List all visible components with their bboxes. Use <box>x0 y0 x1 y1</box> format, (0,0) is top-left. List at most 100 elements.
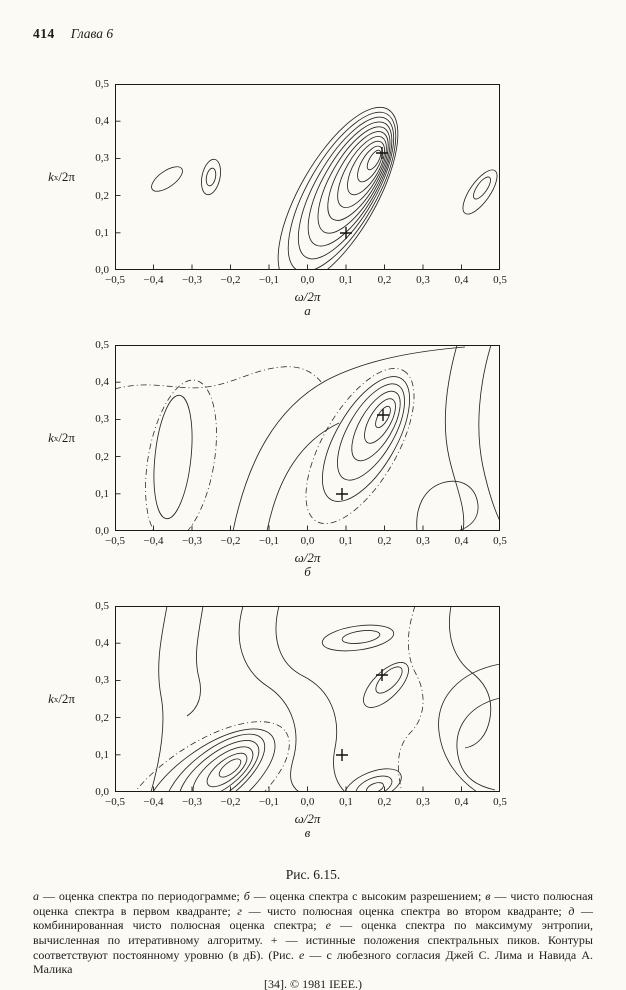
caption-segment: — чисто полюсная оценка спектра в первом… <box>33 889 593 918</box>
figure-caption-last-line: [34]. © 1981 IEEE.) <box>263 976 363 990</box>
contour-lines-bottom-left-lobe <box>142 728 276 792</box>
page-number: 414 <box>33 26 55 41</box>
plot-frame-and-ticks <box>115 345 500 531</box>
figure-caption-title: Рис. 6.15. <box>285 867 341 882</box>
y-tick-labels: 0,5 0,4 0,3 0,2 0,1 0,0 <box>79 78 115 276</box>
y-tick-labels: 0,5 0,4 0,3 0,2 0,1 0,0 <box>79 339 115 537</box>
x-tick-label: 0,0 <box>300 274 315 286</box>
y-axis-label: k x/2π <box>33 606 79 792</box>
y-tick-label: 0,0 <box>95 525 109 537</box>
caption-letter-d: д <box>568 903 575 918</box>
figure-caption-text: а — оценка спектра по периодограмме; б —… <box>33 889 593 977</box>
plot-frame-and-ticks <box>115 606 500 792</box>
y-axis-label-subscript: x <box>53 172 59 182</box>
y-axis-label-rest: /2π <box>58 169 75 184</box>
contour-svg-a <box>115 84 500 270</box>
x-tick-label: −0,1 <box>259 274 279 286</box>
x-tick-label: 0,1 <box>339 796 353 808</box>
caption-letter-e2: е <box>298 947 305 962</box>
peak-marker-low <box>340 227 352 239</box>
x-tick-label: 0,5 <box>493 274 507 286</box>
y-tick-label: 0,1 <box>95 749 109 761</box>
contour-lines-ridge <box>321 376 411 502</box>
y-axis-label-rest: /2π <box>58 430 75 445</box>
y-axis-label: k x/2π <box>33 345 79 531</box>
contour-top-wave-dashed <box>115 366 323 390</box>
x-axis-label: ω/2π <box>294 289 321 304</box>
true-peak-markers <box>336 409 389 500</box>
contour-lines-peak-rings <box>363 662 409 708</box>
x-tick-label: −0,3 <box>182 535 202 547</box>
peak-marker-low <box>336 488 348 500</box>
y-axis-label-subscript: x <box>53 694 59 704</box>
peak-marker-high <box>376 147 388 159</box>
y-tick-labels: 0,5 0,4 0,3 0,2 0,1 0,0 <box>79 600 115 798</box>
y-tick-label: 0,3 <box>95 413 109 425</box>
caption-segment: — оценка спектра по периодограмме; <box>39 889 244 903</box>
y-tick-label: 0,1 <box>95 488 109 500</box>
x-tick-label: 0,3 <box>416 274 430 286</box>
y-axis-label-k: k <box>48 169 54 184</box>
caption-segment: — с любезного согласия Джей С. Лима и На… <box>33 947 593 977</box>
caption-segment: — оценка спектра с высоким разрешением; <box>249 889 486 903</box>
x-tick-label: −0,5 <box>105 274 125 286</box>
page-header: 414 Глава 6 <box>33 26 593 42</box>
x-tick-label: −0,2 <box>220 535 241 547</box>
peak-marker-high <box>376 669 388 681</box>
contour-lines-main-lobe <box>277 106 399 270</box>
x-tick-label: −0,3 <box>182 274 202 286</box>
x-tick-label: 0,5 <box>493 535 507 547</box>
y-axis-label: k x/2π <box>33 84 79 270</box>
x-tick-label: −0,1 <box>259 796 279 808</box>
y-tick-label: 0,2 <box>95 712 109 724</box>
x-tick-label: 0,5 <box>493 796 507 808</box>
x-tick-labels: −0,5 −0,4 −0,3 −0,2 −0,1 0,0 0,1 0,2 0,3 0,4 0,5 <box>105 273 507 287</box>
y-tick-label: 0,1 <box>95 227 109 239</box>
y-tick-label: 0,2 <box>95 451 109 463</box>
y-tick-label: 0,0 <box>95 264 109 276</box>
contour-svg-c <box>115 606 500 792</box>
contour-lines-side-lobes <box>151 158 498 215</box>
y-tick-label: 0,3 <box>95 152 109 164</box>
plot-area-c <box>115 606 500 792</box>
x-axis-label: ω/2π <box>294 550 321 565</box>
x-tick-label: 0,0 <box>300 535 315 547</box>
y-tick-label: 0,5 <box>95 600 109 612</box>
y-tick-label: 0,4 <box>95 637 109 649</box>
y-tick-label: 0,5 <box>95 78 109 90</box>
y-axis-label-rest: /2π <box>58 691 75 706</box>
x-tick-label: −0,2 <box>220 796 241 808</box>
subplot-letter-a: а <box>304 303 311 318</box>
caption-segment: — комбинированная чисто полюсная оценка … <box>33 903 593 933</box>
contour-bottom-left-outer-dashed <box>116 721 290 792</box>
true-peak-markers <box>340 147 388 239</box>
plot-row-a: k x/2π 0,5 0,4 0,3 0,2 0,1 0,0 <box>33 78 593 276</box>
x-tick-label: 0,4 <box>454 796 469 808</box>
contour-left-outer-dashed <box>145 379 217 531</box>
x-tick-label: −0,2 <box>220 274 241 286</box>
x-tick-label: 0,2 <box>377 796 392 808</box>
contour-lines-bottom-center-lobe <box>344 768 402 792</box>
x-tick-label: −0,5 <box>105 535 125 547</box>
x-tick-label: 0,2 <box>377 274 392 286</box>
caption-segment: — чисто полюсная оценка спектра во второ… <box>241 903 569 918</box>
y-axis-label-subscript: x <box>53 433 59 443</box>
plot-row-b: k x/2π 0,5 0,4 0,3 0,2 0,1 0,0 <box>33 339 593 537</box>
contour-plot-b: k x/2π 0,5 0,4 0,3 0,2 0,1 0,0 <box>33 339 593 579</box>
x-tick-label: −0,4 <box>143 796 164 808</box>
y-tick-label: 0,4 <box>95 115 109 127</box>
y-tick-label: 0,0 <box>95 786 109 798</box>
x-tick-label: 0,1 <box>339 274 353 286</box>
subplot-letter-c: в <box>304 825 311 840</box>
true-peak-markers <box>336 669 388 761</box>
x-tick-label: 0,0 <box>300 796 315 808</box>
x-tick-label: 0,4 <box>454 535 469 547</box>
plot-row-c: k x/2π 0,5 0,4 0,3 0,2 0,1 0,0 <box>33 600 593 798</box>
x-tick-label: 0,3 <box>416 796 430 808</box>
x-tick-label: −0,1 <box>259 535 279 547</box>
y-tick-label: 0,3 <box>95 674 109 686</box>
x-tick-label: 0,3 <box>416 535 430 547</box>
caption-letter-a: а <box>33 889 39 903</box>
x-tick-labels: −0,5 −0,4 −0,3 −0,2 −0,1 0,0 0,1 0,2 0,3 0,4 0,5 <box>105 534 507 548</box>
